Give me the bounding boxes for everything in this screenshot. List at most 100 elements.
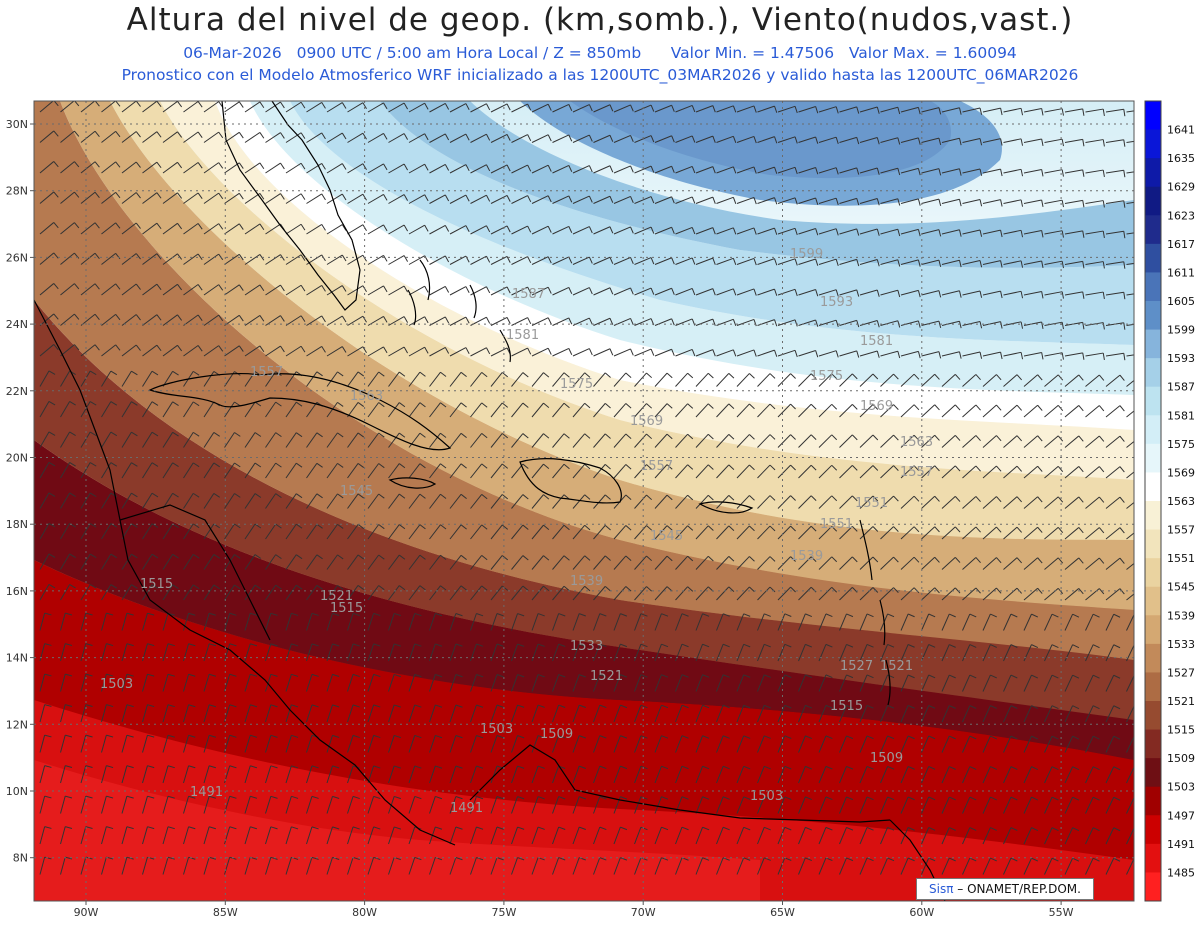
lat-label: 28N [6,185,28,198]
colorbar-swatch [1145,529,1161,559]
colorbar-label: 1557 [1167,524,1195,537]
colorbar-label: 1641 [1167,124,1195,137]
colorbar-label: 1509 [1167,752,1195,765]
credit-box: Sisπ – ONAMET/REP.DOM. [916,878,1094,900]
colorbar-swatch [1145,472,1161,502]
colorbar-swatch [1145,872,1161,902]
coastlines [34,101,946,901]
lon-label: 65W [770,906,795,919]
contour-label: 1503 [750,789,783,804]
contour-label: 1599 [790,247,823,262]
colorbar-swatch [1145,586,1161,616]
map-title: Altura del nivel de geop. (km,somb.), Vi… [126,2,1074,38]
colorbar-swatch [1145,158,1161,188]
lat-label: 20N [6,452,28,465]
contour-label: 1539 [570,574,603,589]
colorbar-label: 1539 [1167,609,1195,622]
lon-label: 60W [909,906,934,919]
colorbar-label: 1581 [1167,409,1195,422]
colorbar-swatch [1145,558,1161,588]
contour-label-layer: 1599 1593 1587 1581 1581 1575 1575 1569 1569 1563… [100,247,933,816]
colorbar-swatch [1145,129,1161,159]
contour-label: 1575 [810,369,843,384]
contour-label: 1503 [100,677,133,692]
contour-label: 1557 [900,465,933,480]
colorbar-label: 1605 [1167,295,1195,308]
contour-label: 1545 [340,484,373,499]
lat-label: 16N [6,585,28,598]
colorbar-label: 1623 [1167,209,1195,222]
colorbar-swatch [1145,615,1161,645]
colorbar-label: 1563 [1167,495,1195,508]
colorbar-swatch [1145,672,1161,702]
colorbar-label: 1587 [1167,381,1195,394]
valid-time: 0900 UTC / 5:00 am Hora Local / Z = 850m… [296,44,642,62]
grid-lines [34,101,1134,901]
contour-label: 1509 [870,751,903,766]
colorbar-label: 1527 [1167,666,1195,679]
colorbar-swatch [1145,186,1161,216]
lat-label: 18N [6,518,28,531]
contour-label: 1581 [506,328,539,343]
lon-label: 75W [491,906,516,919]
colorbar-label: 1599 [1167,324,1195,337]
colorbar-label: 1545 [1167,581,1195,594]
lon-label: 70W [631,906,656,919]
lat-label: 30N [6,118,28,131]
colorbar-swatch [1145,643,1161,673]
contour-label: 1521 [320,589,353,604]
colorbar-swatch [1145,443,1161,473]
colorbar-label: 1593 [1167,352,1195,365]
colorbar-swatch [1145,329,1161,359]
valid-date: 06-Mar-2026 [183,44,282,62]
colorbar-swatch [1145,786,1161,816]
contour-label: 1533 [570,639,603,654]
colorbar-label: 1617 [1167,238,1195,251]
contour-label: 1563 [350,389,383,404]
lat-label: 12N [6,718,28,731]
contour-label: 1557 [640,459,673,474]
contour-label: 1575 [560,377,593,392]
colorbar-swatch [1145,843,1161,873]
min-value: Valor Min. = 1.47506 [670,44,835,62]
colorbar-swatch [1145,272,1161,302]
colorbar-swatch [1145,243,1161,273]
max-value: Valor Max. = 1.60094 [848,44,1017,62]
colorbar-label: 1629 [1167,181,1195,194]
contour-label: 1509 [540,727,573,742]
colorbar-label: 1533 [1167,638,1195,651]
lat-label: 14N [6,652,28,665]
contour-label: 1569 [630,414,663,429]
lon-label: 55W [1049,906,1074,919]
colorbar-label: 1551 [1167,552,1195,565]
contour-label: 1581 [860,334,893,349]
colorbar-label: 1503 [1167,781,1195,794]
contour-label: 1551 [820,517,853,532]
colorbar-swatch [1145,215,1161,245]
map-frame [33,100,1135,902]
colorbar-label: 1515 [1167,724,1195,737]
colorbar-swatch [1145,415,1161,445]
colorbar-swatch [1145,501,1161,531]
credit-text: – ONAMET/REP.DOM. [953,882,1081,896]
contour-label: 1557 [250,365,283,380]
lon-label: 80W [352,906,377,919]
colorbar-label: 1491 [1167,838,1195,851]
contour-label: 1587 [512,287,545,302]
lon-label: 90W [74,906,99,919]
colorbar-swatch [1145,701,1161,731]
contour-label: 1515 [330,601,363,616]
contour-label: 1521 [590,669,623,684]
colorbar-swatch [1145,358,1161,388]
contour-label: 1539 [790,549,823,564]
colorbar-swatch [1145,386,1161,416]
contour-label: 1521 [880,659,913,674]
contour-label: 1491 [190,785,223,800]
valid-time-line: 06-Mar-2026 0900 UTC / 5:00 am Hora Loca… [0,44,1200,62]
colorbar-label: 1497 [1167,809,1195,822]
colorbar-swatch [1145,758,1161,788]
lat-label: 22N [6,385,28,398]
colorbar-label: 1611 [1167,266,1195,279]
lat-label: 8N [13,852,28,865]
contour-label: 1563 [900,435,933,450]
